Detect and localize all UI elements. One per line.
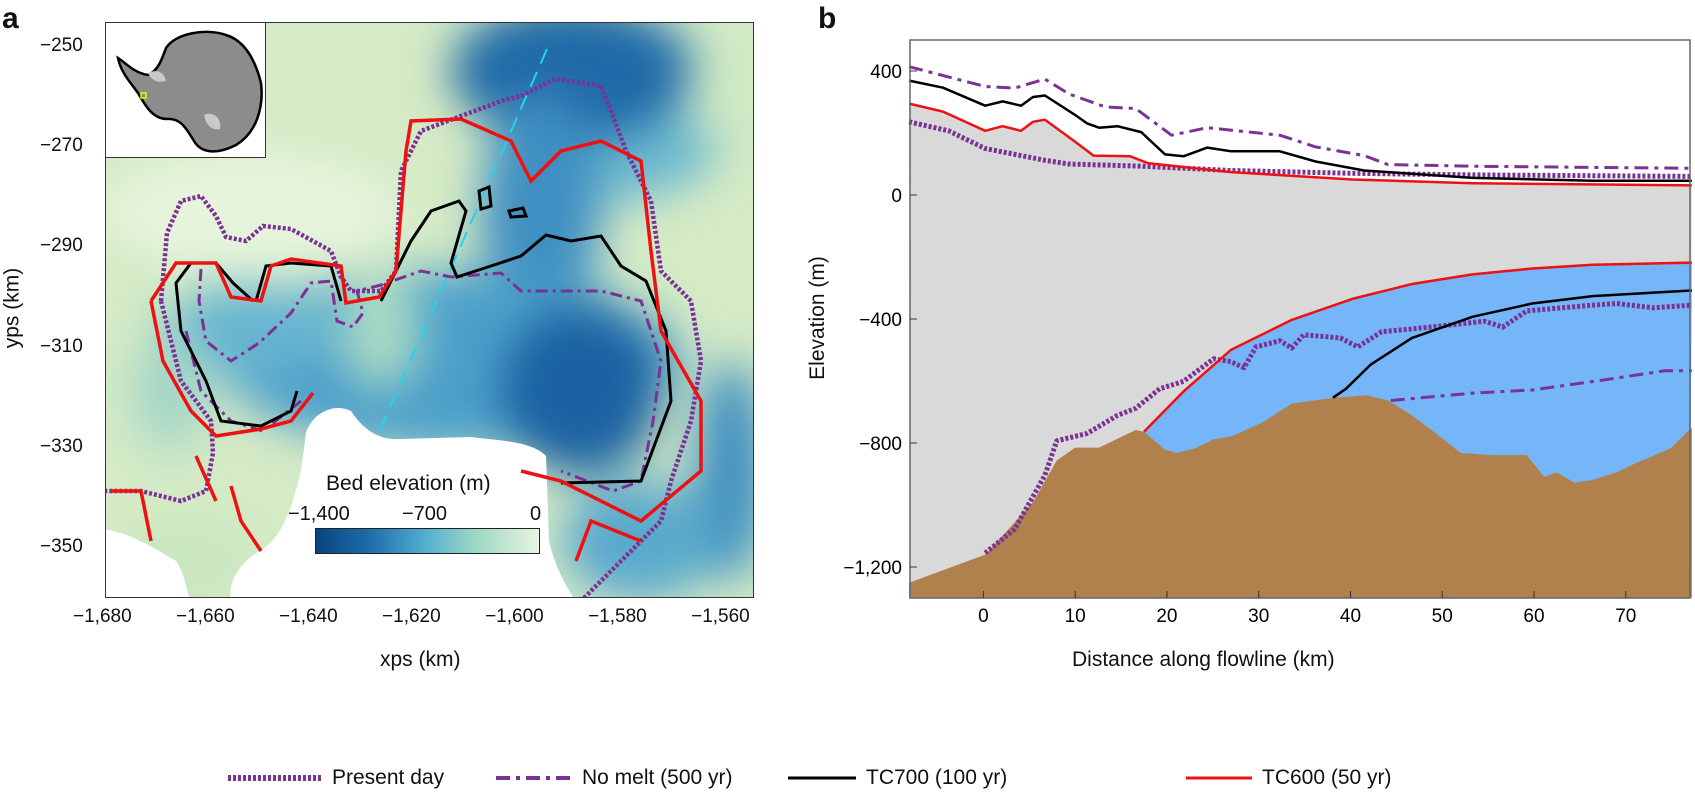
legend-no-melt: No melt (500 yr) bbox=[496, 764, 733, 792]
map-y-tick-label: −350 bbox=[40, 535, 83, 557]
legend-swatch-solid-black bbox=[788, 776, 856, 780]
x-tick-label: 30 bbox=[1248, 606, 1269, 627]
study-area-marker bbox=[140, 92, 147, 99]
map-y-tick-label: −290 bbox=[40, 235, 83, 257]
map-y-tick-label: −330 bbox=[40, 435, 83, 457]
x-tick-label: 10 bbox=[1065, 606, 1086, 627]
map-y-tick-label: −310 bbox=[40, 335, 83, 357]
legend-label: TC700 (100 yr) bbox=[866, 766, 1008, 789]
x-tick-label: 70 bbox=[1615, 606, 1636, 627]
map-y-tick-label: −270 bbox=[40, 135, 83, 157]
series-tc700-100-yr--surface bbox=[908, 79, 1692, 182]
series-tc600-50-yr--surface bbox=[908, 102, 1692, 187]
legend-tc700: TC700 (100 yr) bbox=[788, 764, 1007, 792]
panel-a-label: a bbox=[2, 2, 19, 35]
series-no-melt-500-yr--base bbox=[1390, 369, 1692, 402]
flowline bbox=[376, 48, 548, 438]
map-x-tick-label: −1,640 bbox=[279, 606, 338, 627]
antarctica-inset-svg bbox=[116, 30, 263, 153]
x-tick-label: 50 bbox=[1432, 606, 1453, 627]
legend-swatch-solid-red bbox=[1186, 776, 1252, 780]
series-no-melt-500-yr--surface bbox=[908, 65, 1692, 170]
colorbar bbox=[315, 528, 540, 554]
antarctica-landmass bbox=[116, 30, 263, 153]
colorbar-label: Bed elevation (m) bbox=[326, 472, 491, 495]
legend-swatch-dotted bbox=[228, 775, 322, 781]
series-present-day-surface bbox=[908, 119, 1692, 179]
profile-x-axis-label: Distance along flowline (km) bbox=[1072, 648, 1335, 671]
map-x-axis-label: xps (km) bbox=[380, 648, 461, 671]
bedrock-area bbox=[909, 395, 1692, 598]
legend-tc600: TC600 (50 yr) bbox=[1186, 764, 1392, 792]
series-tc700-100-yr--base bbox=[1332, 289, 1692, 399]
y-tick-label: −1,200 bbox=[843, 558, 902, 579]
tc700-grounding-line bbox=[174, 184, 673, 485]
antarctica-inset-map bbox=[105, 22, 266, 158]
panel-b-label: b bbox=[818, 2, 837, 35]
colorbar-tick: 0 bbox=[530, 503, 542, 525]
map-y-tick-label: −250 bbox=[40, 35, 83, 57]
map-x-tick-label: −1,560 bbox=[691, 606, 750, 627]
x-tick-label: 20 bbox=[1156, 606, 1177, 627]
y-tick-label: −800 bbox=[859, 434, 902, 455]
map-x-tick-label: −1,620 bbox=[382, 606, 441, 627]
series-tc600-50-yr--base bbox=[1143, 261, 1692, 433]
y-tick-label: 400 bbox=[870, 62, 902, 83]
legend-label: No melt (500 yr) bbox=[582, 766, 733, 789]
x-tick-label: 40 bbox=[1340, 606, 1361, 627]
colorbar-tick: −1,400 bbox=[288, 503, 350, 525]
map-x-tick-label: −1,600 bbox=[485, 606, 544, 627]
map-x-tick-label: −1,660 bbox=[176, 606, 235, 627]
x-tick-label: 60 bbox=[1523, 606, 1544, 627]
profile-y-axis-label: Elevation (m) bbox=[805, 256, 829, 380]
legend-swatch-dash-dot bbox=[496, 776, 572, 780]
colorbar-tick: −700 bbox=[402, 503, 448, 525]
tc600-grounding-line bbox=[111, 117, 703, 562]
legend-label: Present day bbox=[332, 766, 445, 789]
map-x-tick-label: −1,680 bbox=[73, 606, 132, 627]
legend-label: TC600 (50 yr) bbox=[1262, 766, 1392, 789]
y-tick-label: −400 bbox=[859, 310, 902, 331]
map-x-tick-label: −1,580 bbox=[588, 606, 647, 627]
present-day-grounding-line bbox=[106, 76, 704, 597]
legend-present-day: Present day bbox=[228, 764, 444, 792]
y-tick-label: 0 bbox=[891, 186, 902, 207]
ice-shelf bbox=[148, 71, 221, 130]
x-tick-label: 0 bbox=[978, 606, 989, 627]
